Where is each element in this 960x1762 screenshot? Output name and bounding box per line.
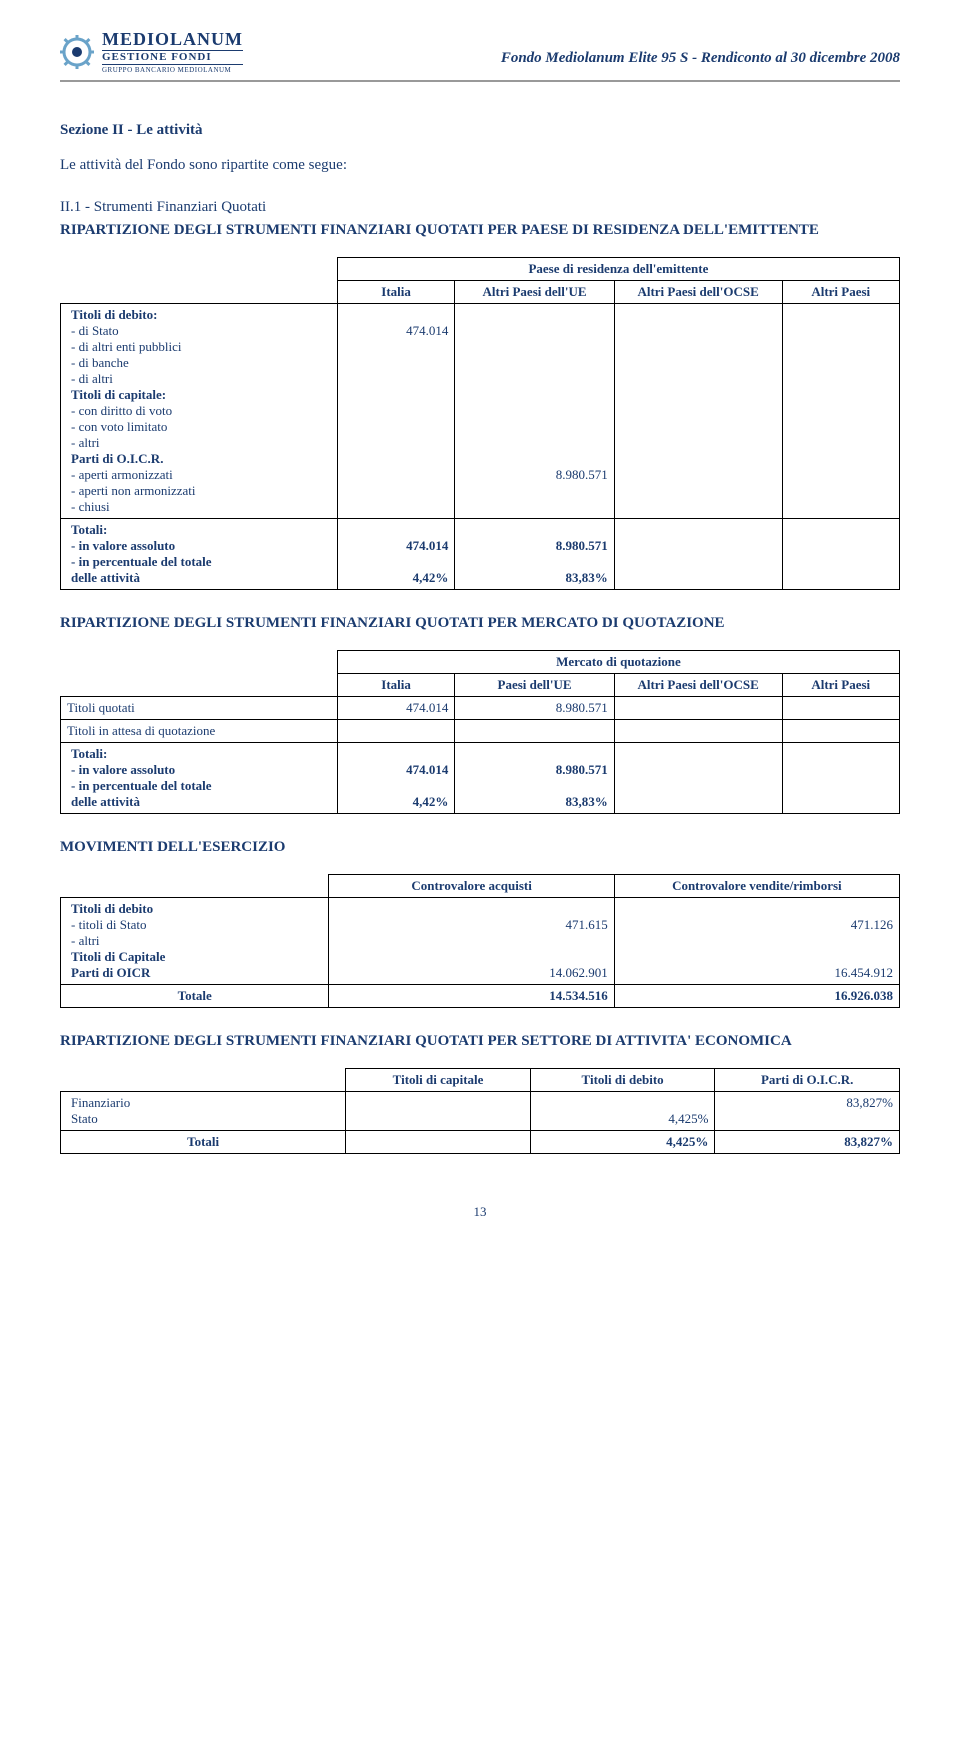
table-settore: Titoli di capitale Titoli di debito Part… bbox=[60, 1068, 900, 1154]
t4-v-tot-c3: 83,827% bbox=[715, 1131, 900, 1154]
table-row: Titoli di debito - titoli di Stato - alt… bbox=[61, 898, 900, 985]
t3-r1: Titoli di debito bbox=[67, 901, 322, 917]
t3-r3: Parti di OICR bbox=[67, 965, 322, 981]
t3-v-tot-c2: 16.926.038 bbox=[614, 985, 899, 1008]
t4-r2: Stato bbox=[67, 1111, 339, 1127]
gear-icon bbox=[60, 35, 94, 69]
intro-text: Le attività del Fondo sono ripartite com… bbox=[60, 157, 900, 174]
t1-r2a: - con diritto di voto bbox=[67, 403, 331, 419]
logo: MEDIOLANUM GESTIONE FONDI GRUPPO BANCARI… bbox=[60, 30, 243, 74]
table-mercato: Mercato di quotazione Italia Paesi dell'… bbox=[60, 650, 900, 814]
table-row: Titoli di debito: - di Stato - di altri … bbox=[61, 304, 900, 519]
t3-r1a: - titoli di Stato bbox=[67, 917, 322, 933]
t1-tot-b: - in percentuale del totale bbox=[67, 554, 331, 570]
t4-v-r1-c3: 83,827% bbox=[721, 1095, 893, 1111]
table-row: Titoli quotati 474.014 8.980.571 bbox=[61, 697, 900, 720]
t3-col1: Controvalore acquisti bbox=[329, 875, 614, 898]
t2-col4: Altri Paesi bbox=[782, 674, 899, 697]
t3-v-r1a-c2: 471.126 bbox=[621, 917, 893, 933]
page-number: 13 bbox=[60, 1204, 900, 1220]
t2-v-totc-c2: 83,83% bbox=[461, 794, 607, 810]
table-movimenti: Controvalore acquisti Controvalore vendi… bbox=[60, 874, 900, 1008]
table4-title: RIPARTIZIONE DEGLI STRUMENTI FINANZIARI … bbox=[60, 1033, 900, 1050]
t4-col2: Titoli di debito bbox=[530, 1069, 715, 1092]
table-row: Totali: - in valore assoluto - in percen… bbox=[61, 519, 900, 590]
t2-r2: Titoli in attesa di quotazione bbox=[61, 720, 338, 743]
logo-sub: GESTIONE FONDI bbox=[102, 50, 243, 65]
t1-col2: Altri Paesi dell'UE bbox=[455, 281, 614, 304]
table-row: Totali 4,425% 83,827% bbox=[61, 1131, 900, 1154]
t1-r1a: - di Stato bbox=[67, 323, 331, 339]
t2-col3: Altri Paesi dell'OCSE bbox=[614, 674, 782, 697]
t3-tot: Totale bbox=[61, 985, 329, 1008]
table-row: Titoli in attesa di quotazione bbox=[61, 720, 900, 743]
table-row: Totale 14.534.516 16.926.038 bbox=[61, 985, 900, 1008]
t3-v-r3-c2: 16.454.912 bbox=[621, 965, 893, 981]
t1-v-tota-c2: 8.980.571 bbox=[461, 538, 607, 554]
t1-r3b: - aperti non armonizzati bbox=[67, 483, 331, 499]
sub1-title: II.1 - Strumenti Finanziari Quotati bbox=[60, 199, 900, 216]
t2-tot-c: delle attività bbox=[67, 794, 331, 810]
t2-v-r1-c2: 8.980.571 bbox=[455, 697, 614, 720]
section-title: Sezione II - Le attività bbox=[60, 122, 900, 139]
t1-r1c: - di banche bbox=[67, 355, 331, 371]
t1-r2b: - con voto limitato bbox=[67, 419, 331, 435]
t2-tot-a: - in valore assoluto bbox=[67, 762, 331, 778]
t2-sup-header: Mercato di quotazione bbox=[337, 651, 899, 674]
t1-v-totc-c1: 4,42% bbox=[344, 570, 448, 586]
t4-v-tot-c2: 4,425% bbox=[530, 1131, 715, 1154]
t3-r2: Titoli di Capitale bbox=[67, 949, 322, 965]
t1-r1: Titoli di debito: bbox=[67, 307, 331, 323]
t3-v-r1a-c1: 471.615 bbox=[335, 917, 607, 933]
t1-v-r1a-c1: 474.014 bbox=[344, 323, 448, 339]
t4-col1: Titoli di capitale bbox=[346, 1069, 531, 1092]
t3-v-tot-c1: 14.534.516 bbox=[329, 985, 614, 1008]
t2-v-r1-c1: 474.014 bbox=[337, 697, 454, 720]
t1-r3c: - chiusi bbox=[67, 499, 331, 515]
mov-title: MOVIMENTI DELL'ESERCIZIO bbox=[60, 839, 900, 856]
table-row: Totali: - in valore assoluto - in percen… bbox=[61, 743, 900, 814]
t3-r1b: - altri bbox=[67, 933, 322, 949]
t1-col1: Italia bbox=[337, 281, 454, 304]
t1-col4: Altri Paesi bbox=[782, 281, 899, 304]
t1-tot-c: delle attività bbox=[67, 570, 331, 586]
document-title: Fondo Mediolanum Elite 95 S - Rendiconto… bbox=[501, 50, 900, 67]
t2-col2: Paesi dell'UE bbox=[455, 674, 614, 697]
table-residenza: Paese di residenza dell'emittente Italia… bbox=[60, 257, 900, 590]
t1-r1d: - di altri bbox=[67, 371, 331, 387]
t2-r1: Titoli quotati bbox=[61, 697, 338, 720]
t2-v-tota-c2: 8.980.571 bbox=[461, 762, 607, 778]
t2-v-tota-c1: 474.014 bbox=[344, 762, 448, 778]
t2-tot: Totali: bbox=[67, 746, 331, 762]
t1-v-totc-c2: 83,83% bbox=[461, 570, 607, 586]
t1-r1b: - di altri enti pubblici bbox=[67, 339, 331, 355]
t2-v-totc-c1: 4,42% bbox=[344, 794, 448, 810]
t1-r2: Titoli di capitale: bbox=[67, 387, 331, 403]
t1-v-tota-c1: 474.014 bbox=[344, 538, 448, 554]
t4-r1: Finanziario bbox=[67, 1095, 339, 1111]
t1-col3: Altri Paesi dell'OCSE bbox=[614, 281, 782, 304]
header-rule bbox=[60, 80, 900, 82]
t1-v-r3a-c2: 8.980.571 bbox=[461, 467, 607, 483]
table-row: Finanziario Stato 4,425% 83,827% bbox=[61, 1092, 900, 1131]
t4-v-r2-c2: 4,425% bbox=[537, 1111, 709, 1127]
t1-tot-a: - in valore assoluto bbox=[67, 538, 331, 554]
table2-title: RIPARTIZIONE DEGLI STRUMENTI FINANZIARI … bbox=[60, 615, 900, 632]
t4-col3: Parti di O.I.C.R. bbox=[715, 1069, 900, 1092]
table1-title: RIPARTIZIONE DEGLI STRUMENTI FINANZIARI … bbox=[60, 222, 900, 239]
t1-tot: Totali: bbox=[67, 522, 331, 538]
t2-col1: Italia bbox=[337, 674, 454, 697]
t1-sup-header: Paese di residenza dell'emittente bbox=[337, 258, 899, 281]
t4-tot: Totali bbox=[61, 1131, 346, 1154]
t1-r2c: - altri bbox=[67, 435, 331, 451]
logo-main: MEDIOLANUM bbox=[102, 30, 243, 48]
t3-v-r3-c1: 14.062.901 bbox=[335, 965, 607, 981]
t1-r3: Parti di O.I.C.R. bbox=[67, 451, 331, 467]
t2-tot-b: - in percentuale del totale bbox=[67, 778, 331, 794]
logo-sub2: GRUPPO BANCARIO MEDIOLANUM bbox=[102, 67, 243, 74]
t3-col2: Controvalore vendite/rimborsi bbox=[614, 875, 899, 898]
t1-r3a: - aperti armonizzati bbox=[67, 467, 331, 483]
